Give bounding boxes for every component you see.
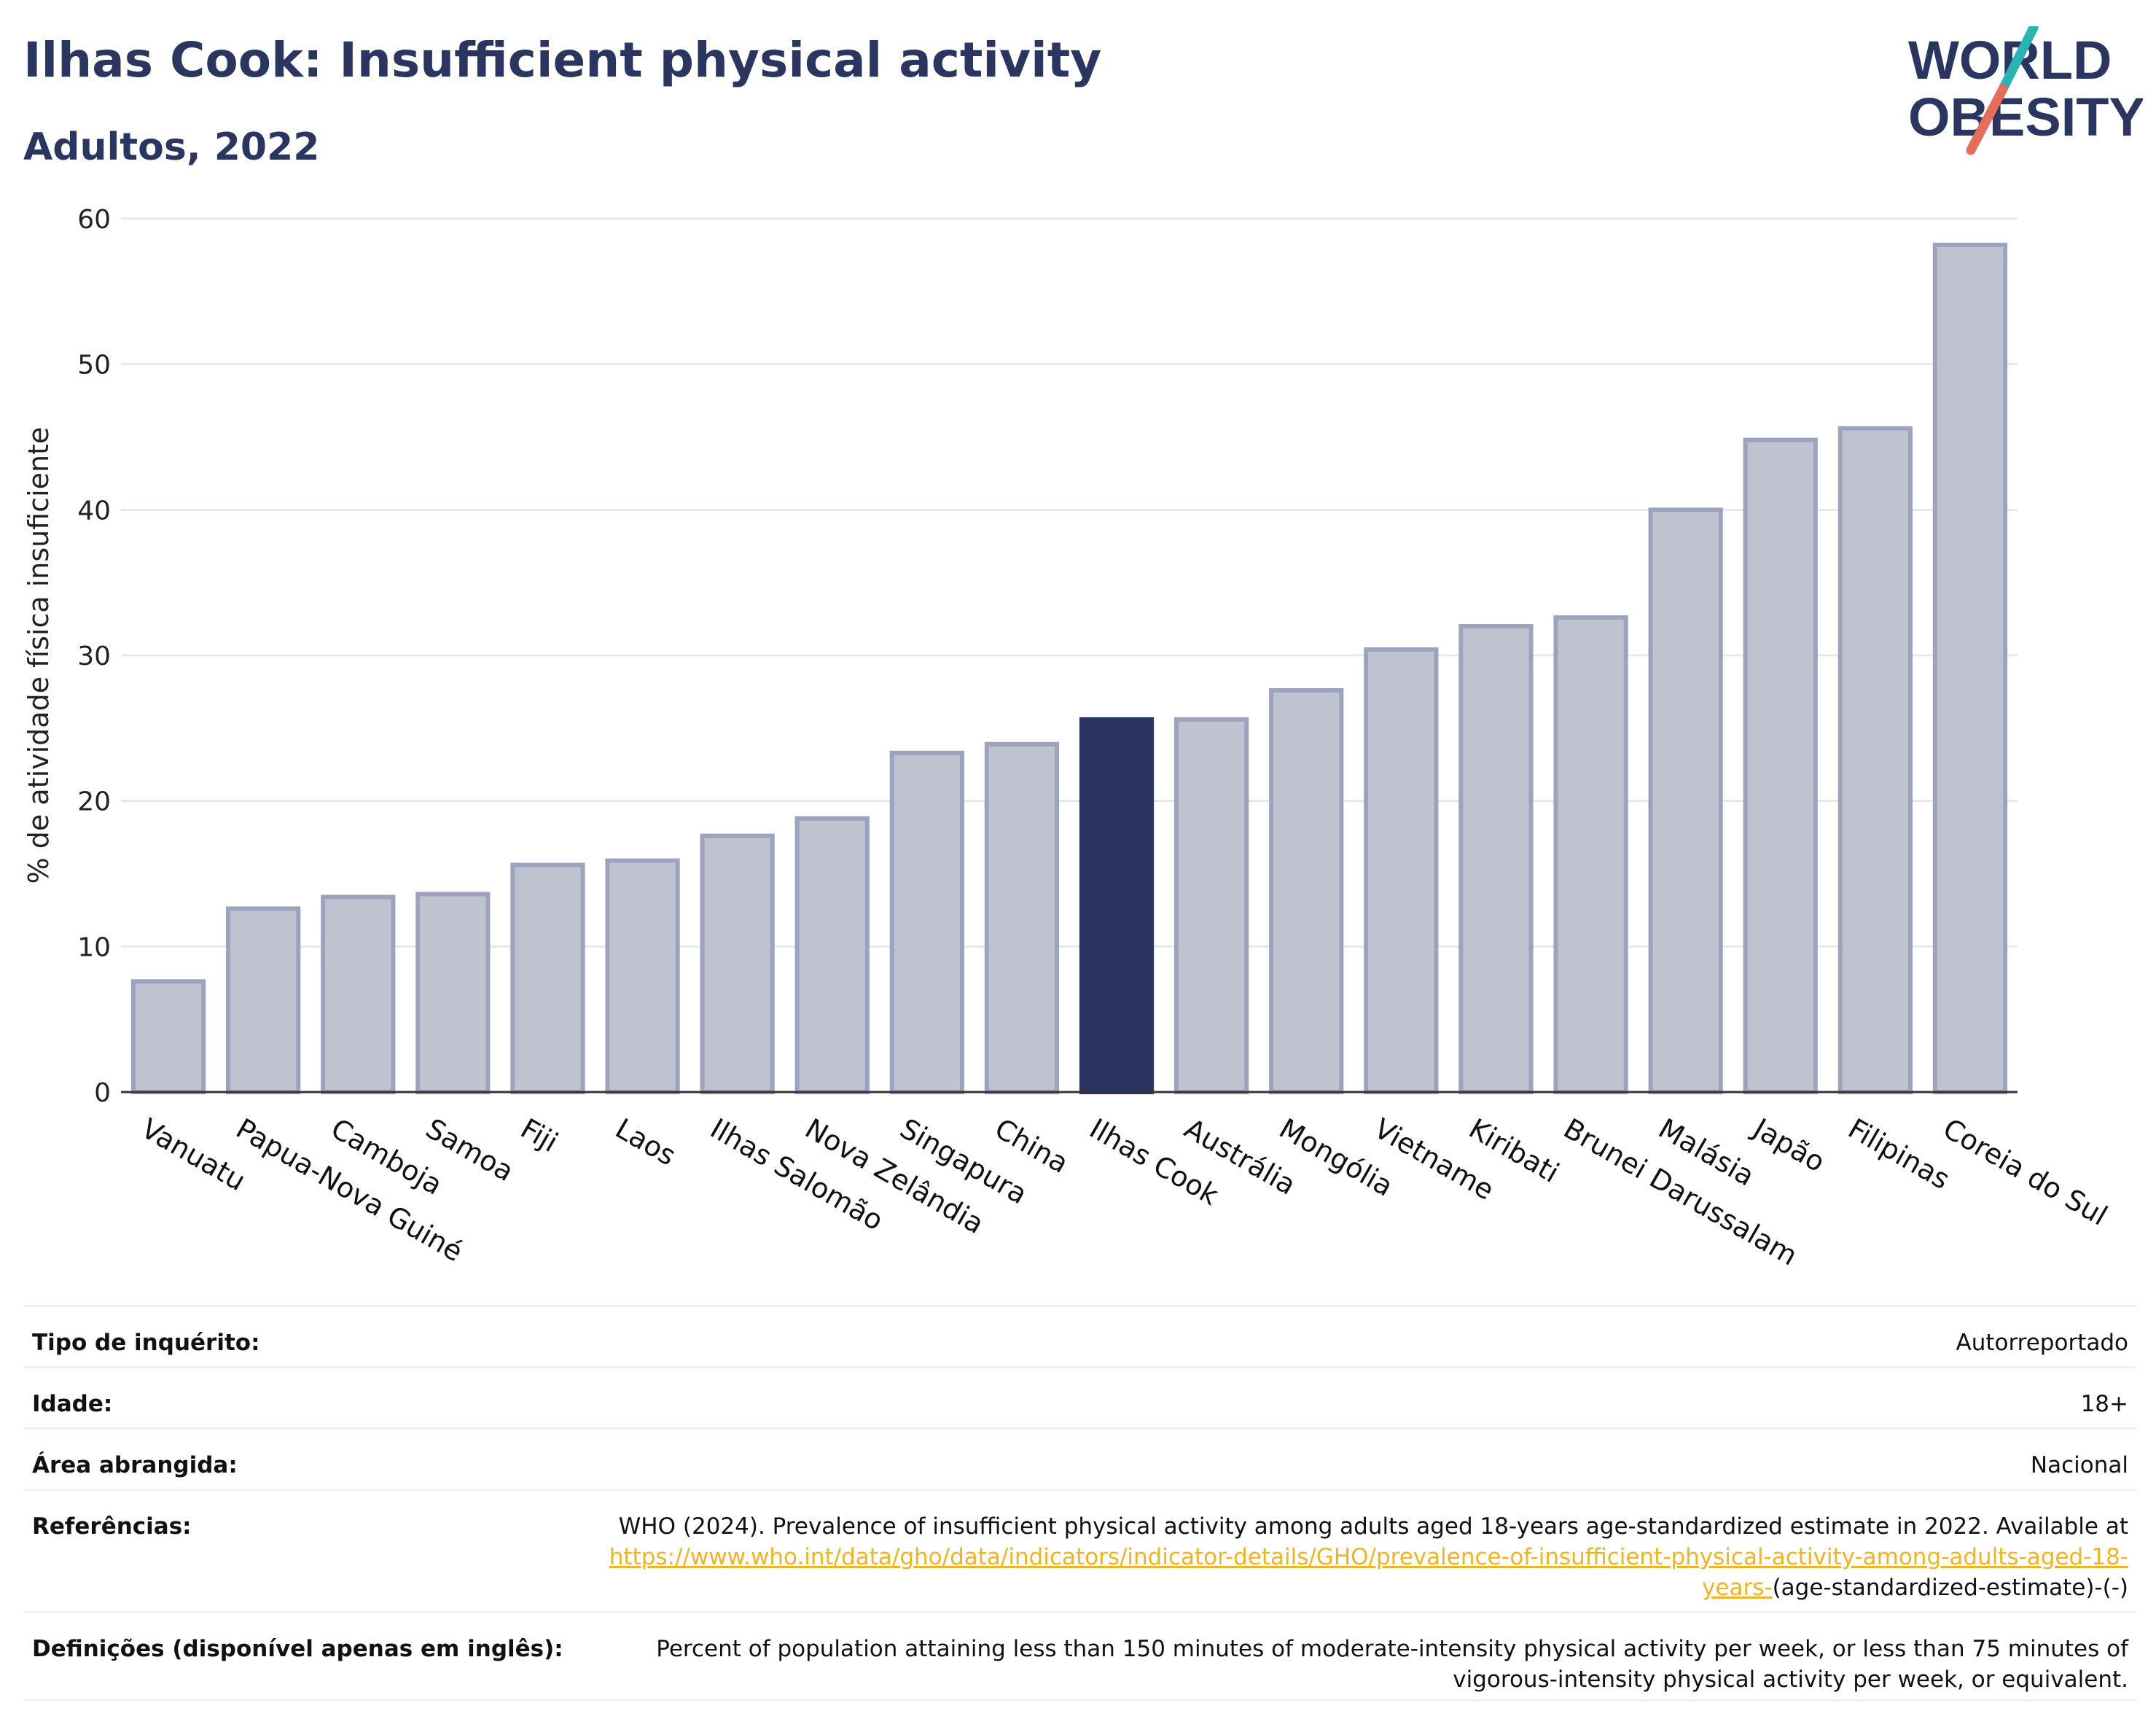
bar bbox=[1174, 717, 1249, 1094]
x-tick-label: Japão bbox=[1747, 1112, 1831, 1179]
x-tick-label: Laos bbox=[610, 1112, 681, 1172]
y-tick-label: 40 bbox=[77, 496, 111, 526]
detail-row-age: Idade: 18+ bbox=[23, 1366, 2137, 1427]
y-tick-label: 10 bbox=[77, 932, 111, 962]
detail-row-survey: Tipo de inquérito: Autorreportado bbox=[23, 1305, 2137, 1366]
survey-type-value: Autorreportado bbox=[1956, 1330, 2129, 1356]
detail-row-references: Referências: WHO (2024). Prevalence of i… bbox=[23, 1489, 2137, 1611]
bar bbox=[1553, 615, 1628, 1094]
bar bbox=[226, 906, 301, 1095]
x-tick-label: Fiji bbox=[515, 1112, 563, 1158]
survey-type-label: Tipo de inquérito: bbox=[32, 1330, 260, 1356]
bar bbox=[1743, 437, 1818, 1094]
logo-slash-coral bbox=[1966, 84, 2008, 155]
world-obesity-logo: WORLD OBESITY bbox=[1908, 26, 2143, 155]
y-axis-ticks: 0 10 20 30 40 50 60 bbox=[77, 205, 111, 1108]
bar bbox=[1269, 687, 1344, 1094]
y-axis-label: % de atividade física insuficiente bbox=[23, 427, 55, 884]
logo-slash-teal bbox=[1998, 26, 2039, 94]
area-label: Área abrangida: bbox=[32, 1452, 238, 1478]
detail-row-definitions: Definições (disponível apenas em inglês)… bbox=[23, 1611, 2137, 1701]
definitions-label: Definições (disponível apenas em inglês)… bbox=[32, 1636, 563, 1662]
bar bbox=[415, 892, 491, 1095]
x-tick-label: Vanuatu bbox=[136, 1112, 251, 1197]
references-link[interactable]: https://www.who.int/data/gho/data/indica… bbox=[609, 1544, 2128, 1601]
bar bbox=[984, 741, 1060, 1095]
references-text: WHO (2024). Prevalence of insufficient p… bbox=[618, 1513, 2128, 1540]
bar bbox=[321, 894, 396, 1094]
y-tick-label: 30 bbox=[77, 642, 111, 671]
gridlines bbox=[121, 217, 2018, 948]
bar bbox=[1364, 647, 1439, 1094]
y-tick-label: 60 bbox=[77, 205, 111, 235]
bar bbox=[1837, 426, 1913, 1094]
detail-row-area: Área abrangida: Nacional bbox=[23, 1427, 2137, 1489]
bars bbox=[130, 242, 2008, 1095]
y-tick-label: 50 bbox=[77, 351, 111, 381]
references-label: Referências: bbox=[32, 1513, 192, 1540]
bar bbox=[130, 979, 206, 1094]
y-tick-label: 0 bbox=[94, 1078, 111, 1108]
references-tail: (age-standardized-estimate)-(-) bbox=[1772, 1575, 2128, 1601]
bar bbox=[1932, 242, 2008, 1095]
references-value: WHO (2024). Prevalence of insufficient p… bbox=[583, 1491, 2128, 1603]
age-label: Idade: bbox=[32, 1391, 113, 1417]
bar bbox=[1079, 717, 1155, 1094]
definitions-value: Percent of population attaining less tha… bbox=[656, 1636, 2128, 1693]
bar bbox=[1458, 624, 1534, 1094]
chart-title: Ilhas Cook: Insufficient physical activi… bbox=[23, 32, 1102, 88]
details-table: Tipo de inquérito: Autorreportado Idade:… bbox=[23, 1305, 2137, 1701]
y-tick-label: 20 bbox=[77, 787, 111, 817]
x-tick-label: Coreia do Sul bbox=[1937, 1112, 2112, 1232]
bar bbox=[605, 858, 680, 1095]
bar bbox=[794, 816, 870, 1095]
age-value: 18+ bbox=[2080, 1391, 2128, 1417]
logo-line-obesity: OBESITY bbox=[1908, 87, 2143, 147]
area-value: Nacional bbox=[2030, 1452, 2128, 1478]
chart-subtitle: Adultos, 2022 bbox=[23, 125, 320, 169]
bar bbox=[889, 750, 964, 1094]
bar bbox=[700, 833, 775, 1094]
bar bbox=[510, 862, 585, 1095]
bar bbox=[1648, 507, 1723, 1094]
x-tick-label: Filipinas bbox=[1843, 1112, 1955, 1196]
